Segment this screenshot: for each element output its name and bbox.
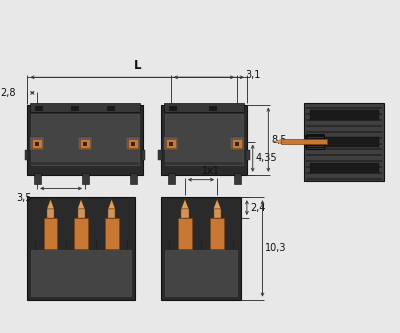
Text: 4,35: 4,35 xyxy=(256,153,277,163)
Bar xyxy=(161,105,247,175)
Text: 1x1: 1x1 xyxy=(202,166,220,176)
Bar xyxy=(168,173,175,183)
Text: 3,1: 3,1 xyxy=(245,70,260,80)
Bar xyxy=(178,218,192,249)
Bar xyxy=(310,137,378,147)
Bar xyxy=(310,111,378,120)
Bar xyxy=(30,103,140,112)
Bar xyxy=(34,173,41,183)
Bar xyxy=(161,197,241,300)
Text: 10,3: 10,3 xyxy=(266,243,287,253)
Polygon shape xyxy=(214,199,221,209)
Polygon shape xyxy=(78,199,84,209)
Bar xyxy=(28,105,142,175)
Bar xyxy=(78,137,92,151)
Text: L: L xyxy=(134,59,141,72)
Bar xyxy=(164,103,244,112)
Bar xyxy=(108,106,115,112)
Bar xyxy=(130,173,137,183)
Bar xyxy=(246,151,250,160)
Bar xyxy=(164,137,178,151)
Bar xyxy=(310,163,378,173)
Bar xyxy=(169,142,173,146)
Bar xyxy=(31,250,131,296)
Bar xyxy=(305,135,315,149)
Bar xyxy=(105,218,118,249)
Bar xyxy=(80,139,90,149)
Bar xyxy=(142,151,146,160)
Bar xyxy=(31,114,139,165)
Bar xyxy=(165,114,243,165)
Bar xyxy=(24,151,28,160)
Bar xyxy=(210,218,224,249)
Bar xyxy=(71,106,79,112)
Polygon shape xyxy=(108,199,115,209)
Text: 3,5: 3,5 xyxy=(17,193,32,203)
Bar xyxy=(230,137,244,151)
Polygon shape xyxy=(47,199,54,209)
Bar xyxy=(126,137,140,151)
Bar xyxy=(306,134,324,150)
Bar xyxy=(28,197,135,300)
Polygon shape xyxy=(273,140,281,144)
Bar xyxy=(166,139,176,149)
Text: 2,8: 2,8 xyxy=(0,88,16,98)
Bar xyxy=(128,139,138,149)
Bar xyxy=(131,142,135,146)
Bar xyxy=(234,173,241,183)
Bar xyxy=(32,139,42,149)
Bar xyxy=(304,103,384,180)
Bar xyxy=(78,209,84,218)
Text: 2,4: 2,4 xyxy=(250,202,265,212)
Bar xyxy=(169,106,177,112)
Bar xyxy=(30,137,44,151)
Bar xyxy=(82,173,89,183)
Bar xyxy=(47,209,54,218)
Bar xyxy=(235,142,239,146)
Bar xyxy=(35,142,39,146)
Bar xyxy=(214,209,221,218)
Bar xyxy=(281,139,327,144)
Polygon shape xyxy=(181,199,188,209)
Bar xyxy=(83,142,87,146)
Bar xyxy=(108,209,115,218)
Bar xyxy=(74,218,88,249)
Bar xyxy=(158,151,162,160)
Bar xyxy=(165,162,243,165)
Bar xyxy=(44,218,57,249)
Bar xyxy=(209,106,217,112)
Bar xyxy=(35,106,43,112)
Text: 8,5: 8,5 xyxy=(271,135,287,145)
Bar xyxy=(31,162,139,165)
Bar xyxy=(165,250,237,296)
Bar xyxy=(232,139,242,149)
Bar xyxy=(181,209,188,218)
